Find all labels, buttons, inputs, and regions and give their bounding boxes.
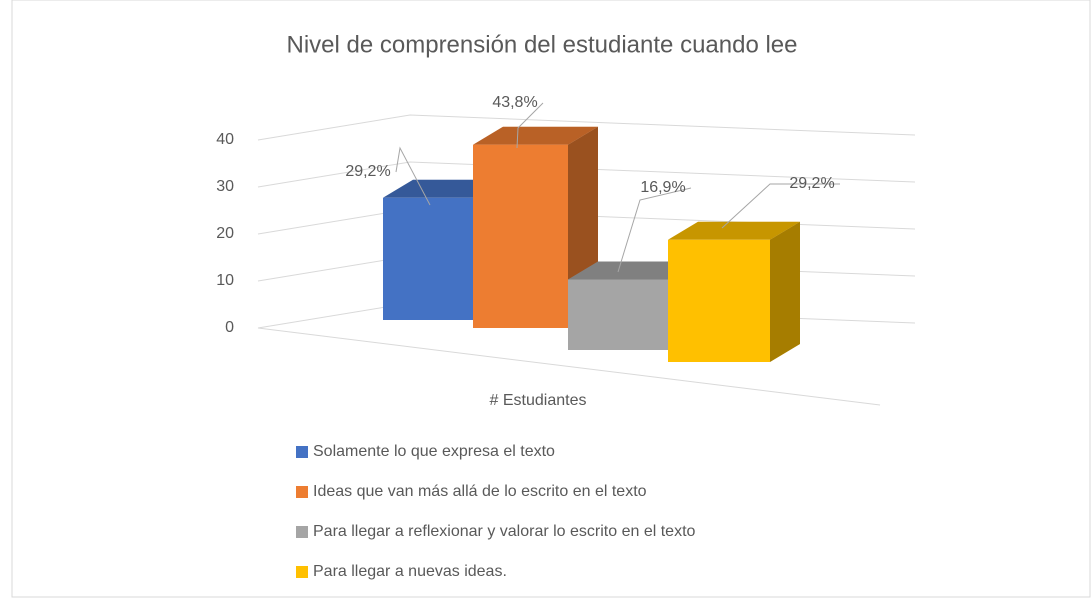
bar-top [568, 261, 698, 280]
legend-label: Ideas que van más allá de lo escrito en … [313, 483, 647, 500]
data-label: 29,2% [789, 175, 834, 192]
y-tick-label: 40 [216, 131, 234, 148]
bar [568, 279, 668, 350]
bar-top-shade [568, 261, 698, 280]
legend-swatch [296, 486, 308, 498]
grid-line [257, 161, 916, 188]
y-tick-label: 0 [225, 319, 234, 336]
legend-swatch [296, 566, 308, 578]
data-label: 43,8% [492, 94, 537, 111]
y-tick-label: 30 [216, 178, 234, 195]
leader-line [395, 146, 431, 206]
leader-line [721, 183, 840, 229]
leader-line [516, 102, 544, 149]
y-tick-label: 20 [216, 225, 234, 242]
chart-title: Nivel de comprensión del estudiante cuan… [287, 31, 798, 58]
leader-line [617, 187, 692, 273]
y-tick-label: 10 [216, 272, 234, 289]
axis-category-label: # Estudiantes [490, 392, 587, 409]
legend-label: Para llegar a reflexionar y valorar lo e… [313, 523, 696, 540]
bar-top-shade [473, 126, 598, 145]
bar [668, 239, 770, 362]
legend-swatch [296, 446, 308, 458]
grid-line [257, 114, 916, 141]
floor-line [257, 327, 881, 406]
bar [383, 197, 473, 320]
bar-side [770, 221, 800, 362]
data-label: 29,2% [345, 163, 390, 180]
bar [473, 144, 568, 328]
bar-top [668, 221, 800, 240]
data-label: 16,9% [640, 179, 685, 196]
legend-label: Para llegar a nuevas ideas. [313, 563, 507, 580]
legend-label: Solamente lo que expresa el texto [313, 443, 555, 460]
legend-swatch [296, 526, 308, 538]
bar-top [473, 126, 598, 145]
bar-top-shade [668, 221, 800, 240]
bar-side-shade [770, 221, 800, 362]
